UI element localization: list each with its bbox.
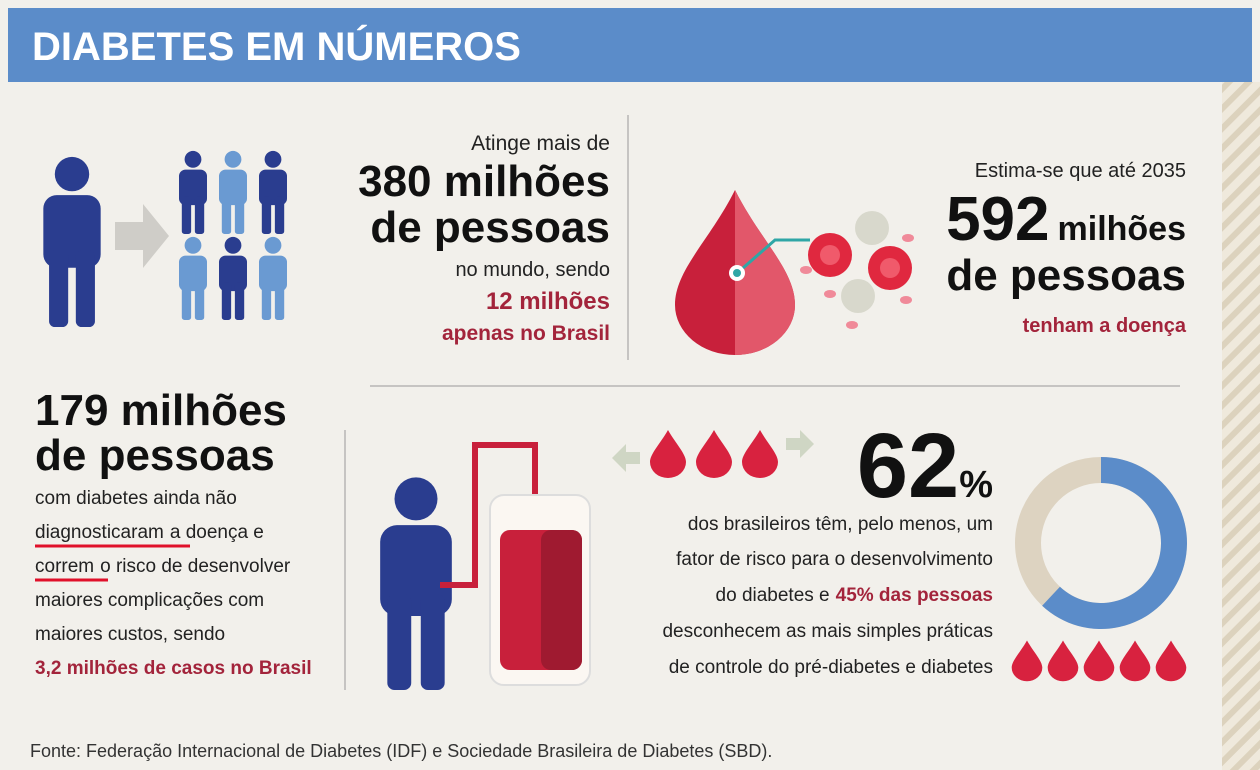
world-line: no mundo, sendo [455,259,610,281]
page: DIABETES EM NÚMEROS Atinge mais de 380 m… [0,0,1260,770]
forecast-intro: Estima-se que até 2035 [975,160,1186,182]
undiagnosed-line: diagnosticaram a doença e [35,522,264,543]
forecast-outro: tenham a doença [1023,315,1187,337]
undiagnosed-highlight: 3,2 milhões de casos no Brasil [35,658,312,679]
risk-line: de controle do pré-diabetes e diabetes [669,657,993,678]
text-segment: o risco de desenvolver [100,556,291,577]
risk-highlight: 45% das pessoas [836,585,993,606]
forecast-big: de pessoas [946,251,1186,300]
world-big: 380 milhões [358,157,610,206]
world-big: de pessoas [370,203,610,252]
world-intro: Atinge mais de [471,132,610,155]
world-brazil: 12 milhões [486,288,610,315]
forecast-unit: milhões [1058,210,1186,248]
undiagnosed-line: maiores custos, sendo [35,624,225,645]
risk-line: dos brasileiros têm, pelo menos, um [688,514,993,535]
risk-line: fator de risco para o desenvolvimento [676,549,993,570]
risk-line: do diabetes e 45% das pessoas [716,585,993,606]
underlined-word: correm [35,556,94,577]
risk-symbol: % [959,464,993,506]
undiagnosed-line: correm o risco de desenvolver [35,556,291,577]
world-brazil: apenas no Brasil [442,322,610,345]
forecast-value: 592 [946,185,1049,254]
undiagnosed-big: de pessoas [35,431,275,480]
undiagnosed-line: com diabetes ainda não [35,488,237,509]
risk-percent: 62 [857,415,959,517]
undiagnosed-big: 179 milhões [35,386,287,435]
footer-source: Fonte: Federação Internacional de Diabet… [30,741,772,761]
text-segment: do diabetes e [716,585,830,606]
risk-line: desconhecem as mais simples práticas [662,621,993,642]
underlined-word: diagnosticaram [35,522,164,543]
undiagnosed-line: maiores complicações com [35,590,264,611]
text-segment: a doença e [170,522,264,543]
infographic: DIABETES EM NÚMEROS Atinge mais de 380 m… [0,0,1260,770]
stripes [1222,82,1260,770]
header-title: DIABETES EM NÚMEROS [32,23,521,69]
